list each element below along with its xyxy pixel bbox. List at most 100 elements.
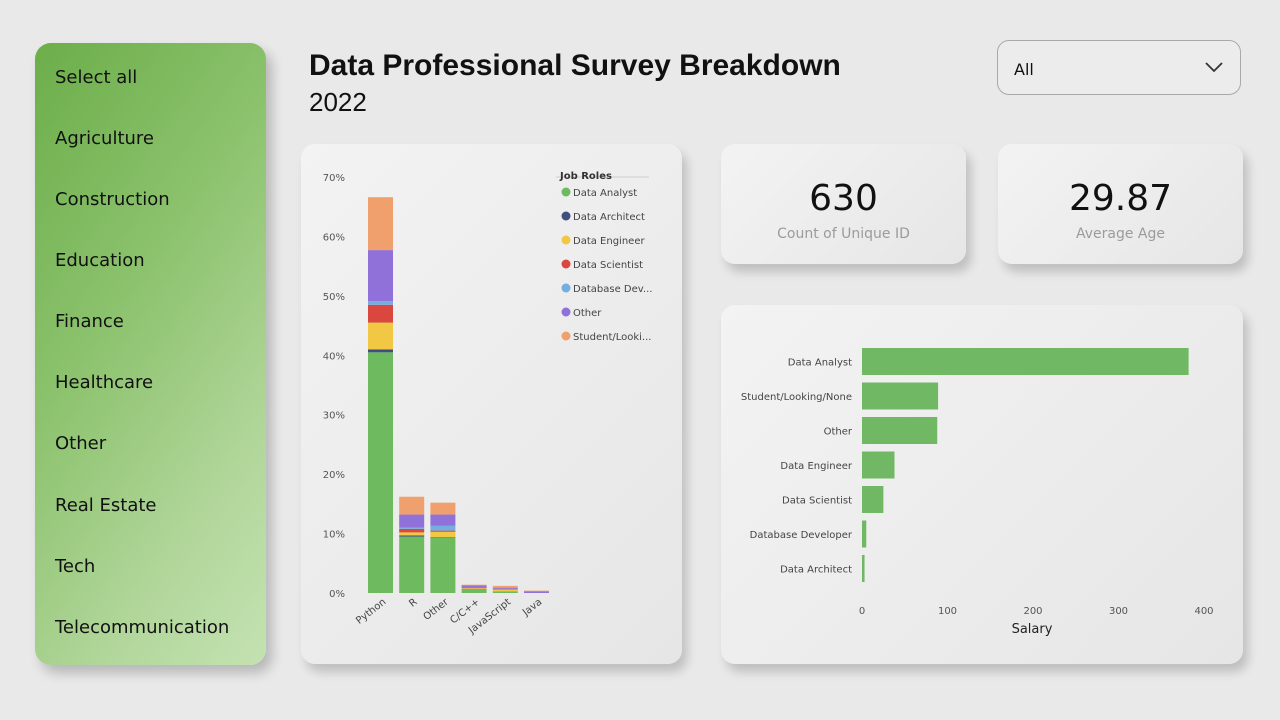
legend-entry-data-engineer: Data Engineer xyxy=(573,236,645,247)
y-tick-label: 40% xyxy=(323,351,345,362)
legend-entry-database-dev: Database Dev... xyxy=(573,284,652,295)
y-tick-label: Database Developer xyxy=(750,530,853,541)
bar-segment-other-student-looki xyxy=(430,502,456,515)
bar-segment-python-data-architect xyxy=(368,349,393,353)
y-tick-label: 0% xyxy=(329,589,345,600)
x-tick-label: Python xyxy=(354,597,388,627)
x-tick-label: R xyxy=(407,597,419,610)
bar-segment-java-other xyxy=(524,591,549,593)
sidebar-item-healthcare[interactable]: Healthcare xyxy=(55,372,154,393)
sidebar-item-other[interactable]: Other xyxy=(55,433,107,454)
kpi-card-count: 630 Count of Unique ID xyxy=(721,144,966,264)
y-tick-label: Data Architect xyxy=(780,565,852,576)
bar-segment-other-database-dev xyxy=(430,525,456,531)
y-tick-label: 70% xyxy=(323,173,345,184)
bar-segment-r-student-looki xyxy=(399,496,425,515)
bar-data-scientist xyxy=(862,486,884,513)
bar-segment-javascript-data-scientist xyxy=(492,588,518,590)
x-axis-label: Salary xyxy=(1012,622,1053,637)
page-subtitle: 2022 xyxy=(309,87,367,117)
x-tick-label: Java xyxy=(520,597,544,619)
bar-segment-python-database-dev xyxy=(368,301,393,305)
sidebar-item-real-estate[interactable]: Real Estate xyxy=(55,495,157,516)
kpi-label-age: Average Age xyxy=(1075,226,1166,242)
y-tick-label: 30% xyxy=(323,411,345,422)
legend-entry-data-scientist: Data Scientist xyxy=(573,260,643,271)
legend-entry-data-analyst: Data Analyst xyxy=(573,188,637,199)
bar-segment-python-data-analyst xyxy=(368,352,393,593)
legend-marker-data-scientist xyxy=(561,259,571,269)
y-tick-label: 50% xyxy=(323,292,345,303)
bar-segment-c-c-data-scientist xyxy=(461,587,487,589)
y-tick-label: Data Engineer xyxy=(780,461,852,472)
bar-segment-c-c-student-looki xyxy=(461,584,487,586)
bar-segment-c-c-data-analyst xyxy=(461,588,487,593)
sidebar-item-tech[interactable]: Tech xyxy=(55,556,96,577)
salary-chart-card: Data Analyst Student/Looking/None Other Dat… xyxy=(721,305,1243,664)
bar-segment-python-other xyxy=(368,250,393,302)
bar-segment-r-data-engineer xyxy=(399,532,425,536)
bar-student-looking-none xyxy=(862,382,939,410)
bar-segment-r-data-scientist xyxy=(399,528,425,533)
x-tick-label: 200 xyxy=(1023,606,1042,617)
page-title: Data Professional Survey Breakdown xyxy=(309,49,841,82)
x-tick-label: Other xyxy=(422,596,452,623)
bar-segment-r-other xyxy=(399,514,425,528)
bar-segment-other-data-architect xyxy=(430,537,456,538)
x-tick-label: 300 xyxy=(1109,606,1128,617)
languages-stacked-chart: 0%10%20%30%40%50%60%70%Python R OtherC/C++… xyxy=(323,171,653,637)
legend-entry-data-architect: Data Architect xyxy=(573,212,645,223)
bar-segment-python-data-engineer xyxy=(368,322,393,350)
y-tick-label: 20% xyxy=(323,470,345,481)
y-tick-label: 60% xyxy=(323,232,345,243)
bar-segment-r-database-dev xyxy=(399,527,425,529)
sidebar-item-telecommunication[interactable]: Telecommunication xyxy=(55,617,230,638)
kpi-value-age: 29.87 xyxy=(1068,178,1173,219)
sidebar-item-agriculture[interactable]: Agriculture xyxy=(55,128,154,149)
bar-segment-javascript-other xyxy=(492,587,518,589)
legend-marker-data-engineer xyxy=(561,235,571,245)
salary-bar-chart: Data Analyst Student/Looking/None Other Dat… xyxy=(741,348,1214,637)
y-tick-label: Data Analyst xyxy=(788,358,852,369)
legend-entry-other: Other xyxy=(573,308,602,319)
bar-segment-other-data-analyst xyxy=(430,537,456,593)
filter-selected-value: All xyxy=(1014,60,1034,79)
languages-chart-card: 0% 10% 20% 30% 40% 50% 60% 70% Python R Other C/C++… xyxy=(301,144,682,664)
kpi-card-age: 29.87 Average Age xyxy=(998,144,1243,264)
chevron-down-icon xyxy=(1205,62,1223,73)
bar-segment-python-student-looki xyxy=(368,197,393,251)
sidebar-item-select-all[interactable]: Select all xyxy=(55,67,138,88)
x-tick-label: 400 xyxy=(1194,606,1213,617)
legend-marker-data-analyst xyxy=(561,187,571,197)
legend-marker-data-architect xyxy=(561,211,571,221)
bar-segment-python-data-scientist xyxy=(368,304,393,323)
bar-segment-c-c-data-engineer xyxy=(461,588,487,589)
x-tick-label: 100 xyxy=(938,606,957,617)
sidebar-item-education[interactable]: Education xyxy=(55,250,145,271)
legend-marker-student-looki xyxy=(561,331,571,341)
bar-segment-r-data-architect xyxy=(399,535,425,537)
sidebar-item-construction[interactable]: Construction xyxy=(55,189,170,210)
legend-title: Job Roles xyxy=(559,171,612,182)
legend-entry-student-looki: Student/Looki... xyxy=(573,332,651,343)
filter-dropdown[interactable]: All xyxy=(997,40,1241,95)
y-tick-label: 10% xyxy=(323,530,345,541)
bar-segment-javascript-data-engineer xyxy=(492,589,518,592)
bar-database-developer xyxy=(862,520,867,548)
bar-data-architect xyxy=(862,555,865,582)
kpi-value-count: 630 xyxy=(809,178,878,219)
sidebar-item-finance[interactable]: Finance xyxy=(55,311,124,332)
bar-data-analyst xyxy=(862,348,1189,375)
bar-segment-javascript-data-analyst xyxy=(492,591,518,593)
bar-segment-other-data-scientist xyxy=(430,530,456,532)
y-tick-label: Student/Looking/None xyxy=(741,392,852,403)
bar-other xyxy=(862,417,938,444)
x-tick-label: 0 xyxy=(859,606,865,617)
y-tick-label: Data Scientist xyxy=(782,496,852,507)
kpi-label-count: Count of Unique ID xyxy=(777,226,910,242)
legend-marker-database-dev xyxy=(561,283,571,293)
bar-segment-c-c-other xyxy=(461,585,487,588)
legend-marker-other xyxy=(561,307,571,317)
bar-segment-java-student-looki xyxy=(524,590,549,592)
bar-segment-javascript-student-looki xyxy=(492,585,518,588)
